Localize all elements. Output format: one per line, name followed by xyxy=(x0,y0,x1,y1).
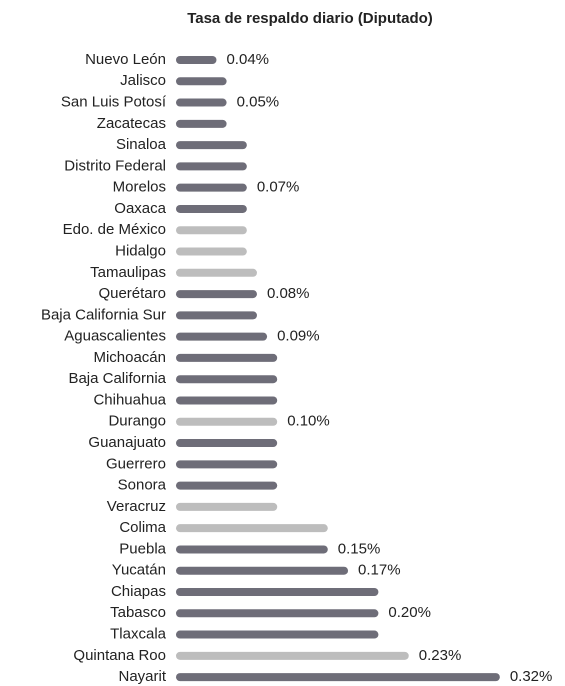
bar xyxy=(176,183,247,192)
value-label: 0.07% xyxy=(257,179,300,196)
bar xyxy=(176,673,500,682)
bar xyxy=(176,141,247,150)
category-label: Aguascalientes xyxy=(64,328,166,345)
bar xyxy=(176,396,278,405)
bar xyxy=(176,545,328,554)
bar xyxy=(176,439,278,448)
category-label: Colima xyxy=(119,519,166,536)
category-label: Sonora xyxy=(118,477,167,494)
bar xyxy=(176,290,257,299)
value-label: 0.17% xyxy=(358,562,401,579)
category-label: Quintana Roo xyxy=(73,647,166,664)
bar xyxy=(176,460,278,469)
value-label: 0.08% xyxy=(267,285,310,302)
category-label: Chihuahua xyxy=(93,391,166,408)
bar xyxy=(176,311,257,320)
bar xyxy=(176,609,379,618)
category-label: Edo. de México xyxy=(63,221,166,238)
value-label: 0.20% xyxy=(388,604,431,621)
bar xyxy=(176,162,247,171)
value-label: 0.09% xyxy=(277,328,320,345)
category-label: San Luis Potosí xyxy=(61,94,167,111)
category-label: Guanajuato xyxy=(88,434,166,451)
category-label: Tlaxcala xyxy=(110,626,167,643)
bar xyxy=(176,268,257,277)
chart-title: Tasa de respaldo diario (Diputado) xyxy=(187,10,433,27)
value-label: 0.15% xyxy=(338,540,381,557)
bar xyxy=(176,204,247,213)
bar xyxy=(176,247,247,256)
category-label: Guerrero xyxy=(106,455,166,472)
category-label: Tamaulipas xyxy=(90,264,166,281)
bar xyxy=(176,524,328,533)
category-label: Nuevo León xyxy=(85,51,166,68)
bar xyxy=(176,630,379,639)
category-label: Jalisco xyxy=(120,72,166,89)
category-label: Oaxaca xyxy=(114,200,166,217)
value-label: 0.05% xyxy=(237,94,280,111)
bar xyxy=(176,56,217,64)
bar xyxy=(176,375,278,384)
value-label: 0.10% xyxy=(287,413,330,430)
value-label: 0.23% xyxy=(419,647,462,664)
value-label: 0.04% xyxy=(226,51,269,68)
bar xyxy=(176,226,247,235)
category-label: Chiapas xyxy=(111,583,166,600)
category-label: Hidalgo xyxy=(115,242,166,259)
bar xyxy=(176,332,268,341)
category-label: Sinaloa xyxy=(116,136,167,153)
category-label: Durango xyxy=(108,413,166,430)
category-label: Baja California Sur xyxy=(41,306,166,323)
category-label: Yucatán xyxy=(112,562,166,579)
category-label: Tabasco xyxy=(110,604,166,621)
category-label: Querétaro xyxy=(98,285,166,302)
category-label: Nayarit xyxy=(118,668,166,685)
category-label: Michoacán xyxy=(93,349,166,366)
category-label: Veracruz xyxy=(107,498,166,515)
bar xyxy=(176,353,278,362)
category-label: Morelos xyxy=(113,179,166,196)
bar xyxy=(176,566,349,575)
category-label: Puebla xyxy=(119,540,166,557)
bar xyxy=(176,502,278,511)
category-label: Distrito Federal xyxy=(64,157,166,174)
bar xyxy=(176,98,227,107)
bar xyxy=(176,417,278,426)
bar xyxy=(176,651,409,660)
bar xyxy=(176,119,227,128)
value-label: 0.32% xyxy=(510,668,553,685)
bar xyxy=(176,481,278,490)
category-label: Zacatecas xyxy=(97,115,166,132)
bar xyxy=(176,77,227,86)
bar xyxy=(176,588,379,596)
category-label: Baja California xyxy=(68,370,166,387)
